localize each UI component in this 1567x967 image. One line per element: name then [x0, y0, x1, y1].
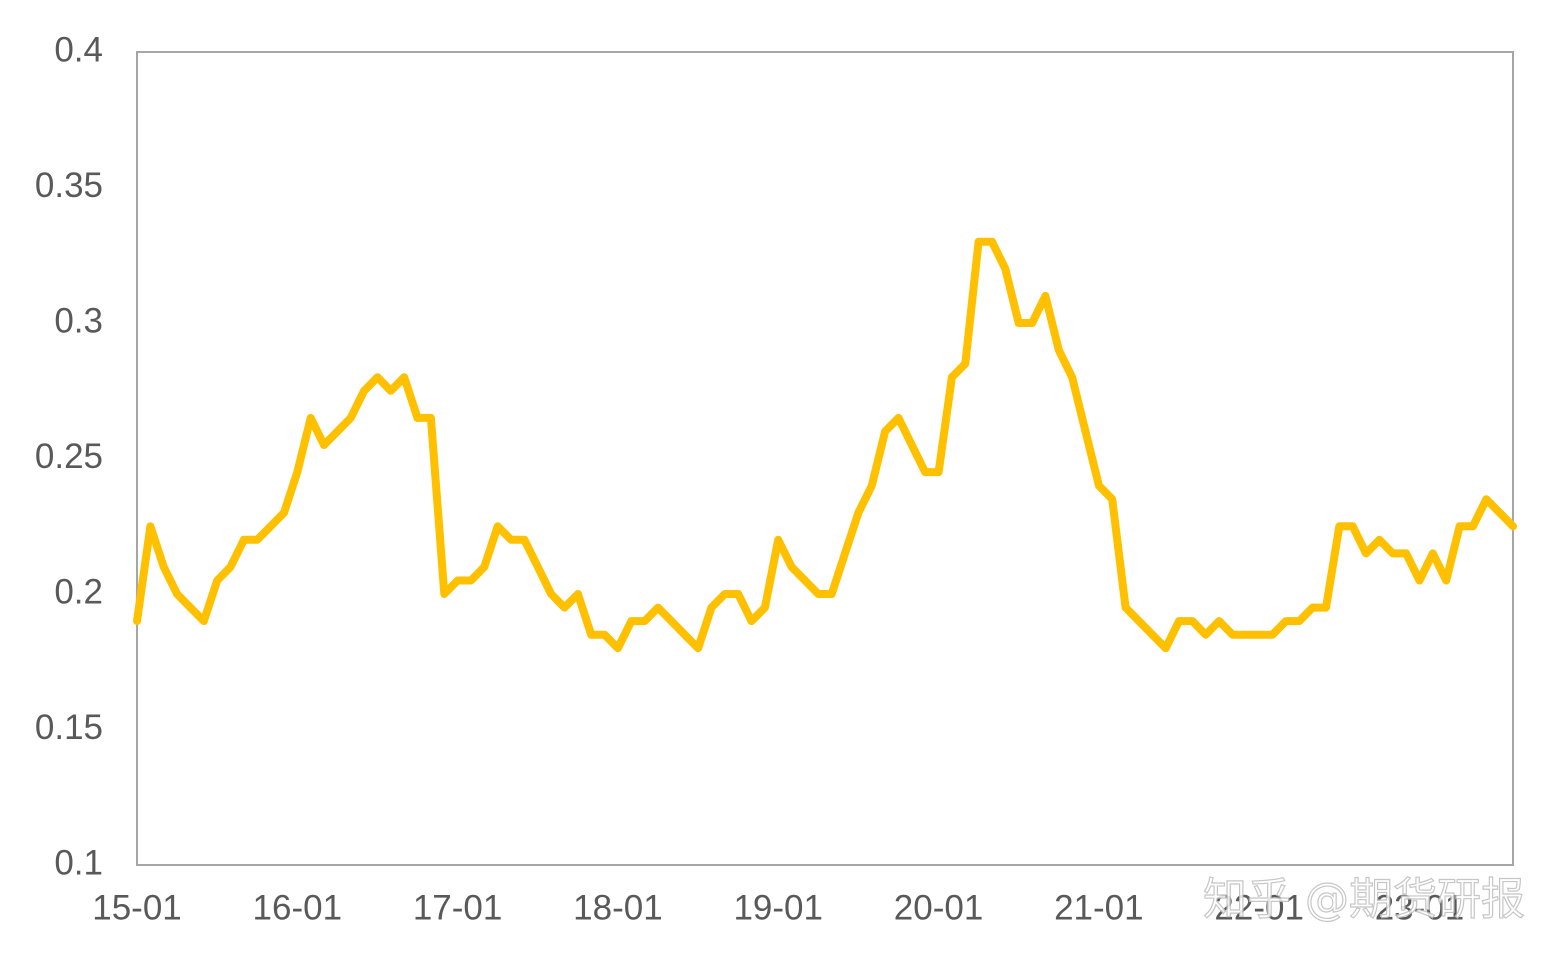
y-tick-label: 0.25 [35, 437, 103, 476]
y-tick-label: 0.4 [54, 30, 103, 69]
y-tick-label: 0.1 [54, 843, 103, 882]
x-tick-label: 20-01 [894, 888, 984, 927]
x-tick-label: 21-01 [1054, 888, 1144, 927]
x-tick-label: 19-01 [733, 888, 823, 927]
y-tick-label: 0.2 [54, 572, 103, 611]
y-tick-label: 0.15 [35, 708, 103, 747]
x-tick-label: 15-01 [92, 888, 182, 927]
y-tick-label: 0.3 [54, 301, 103, 340]
x-tick-label: 18-01 [573, 888, 663, 927]
line-series [133, 237, 1517, 653]
x-tick-label: 23-01 [1375, 888, 1465, 927]
watermark: 知乎 @期货研报 [1203, 874, 1525, 925]
x-tick-label: 22-01 [1214, 888, 1304, 927]
plot-border [136, 51, 1514, 866]
x-tick-label: 16-01 [253, 888, 343, 927]
y-tick-label: 0.35 [35, 166, 103, 205]
x-tick-label: 17-01 [413, 888, 503, 927]
